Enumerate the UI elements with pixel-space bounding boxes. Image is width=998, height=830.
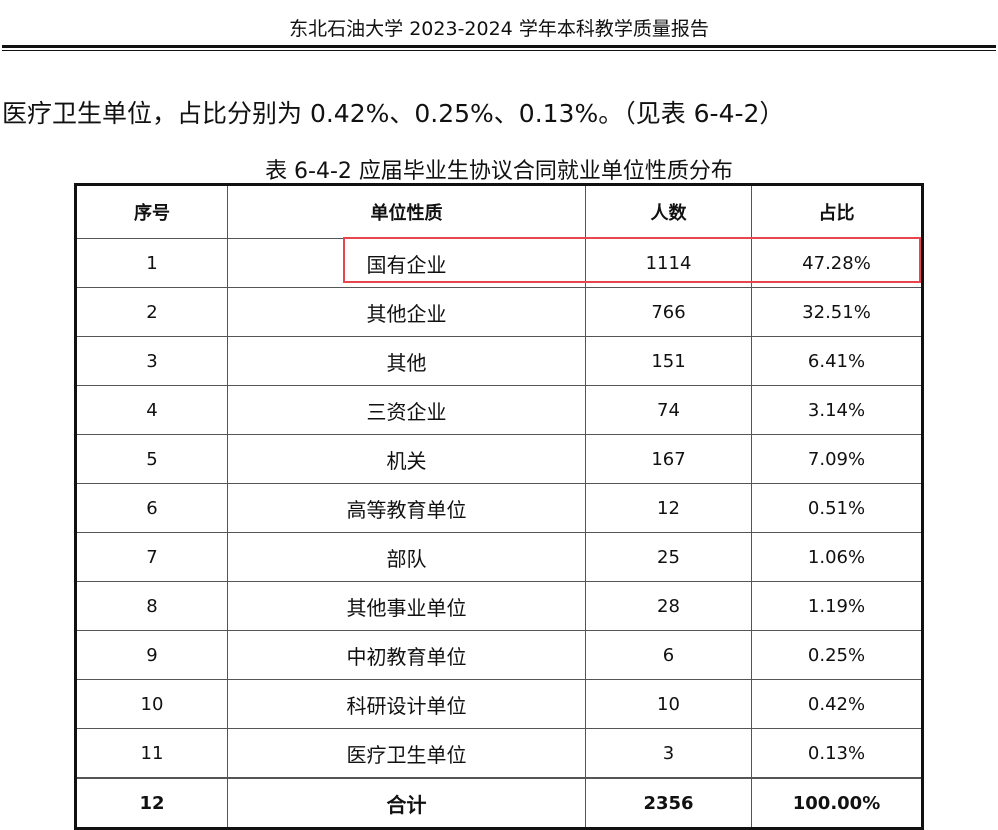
- cell-index: 3: [75, 336, 228, 386]
- cell-unit-type: 其他企业: [227, 287, 586, 337]
- cell-index: 8: [75, 581, 228, 631]
- cell-count: 1114: [585, 238, 752, 288]
- table-row: 9 中初教育单位 6 0.25%: [75, 630, 923, 680]
- table-header-row: 序号 单位性质 人数 占比: [75, 184, 923, 239]
- header-index: 序号: [75, 184, 228, 239]
- cell-unit-type: 其他: [227, 336, 586, 386]
- table-caption: 表 6-4-2 应届毕业生协议合同就业单位性质分布: [265, 159, 733, 184]
- cell-unit-type: 医疗卫生单位: [227, 728, 586, 779]
- header-count: 人数: [585, 184, 752, 239]
- cell-index: 2: [75, 287, 228, 337]
- cell-count: 3: [585, 728, 752, 779]
- cell-unit-type: 高等教育单位: [227, 483, 586, 533]
- cell-unit-type: 其他事业单位: [227, 581, 586, 631]
- cell-ratio: 0.51%: [751, 483, 923, 533]
- cell-index: 6: [75, 483, 228, 533]
- cell-index: 7: [75, 532, 228, 582]
- cell-ratio: 0.42%: [751, 679, 923, 729]
- cell-ratio: 7.09%: [751, 434, 923, 484]
- table-row: 4 三资企业 74 3.14%: [75, 385, 923, 435]
- cell-count: 28: [585, 581, 752, 631]
- cell-count: 6: [585, 630, 752, 680]
- cell-count: 167: [585, 434, 752, 484]
- employment-table: 序号 单位性质 人数 占比 1 国有企业 1114 47.28% 2 其他企业 766 32.…: [74, 183, 924, 830]
- cell-index: 11: [75, 728, 228, 779]
- table-row: 7 部队 25 1.06%: [75, 532, 923, 582]
- table-row: 5 机关 167 7.09%: [75, 434, 923, 484]
- header-ratio: 占比: [751, 184, 923, 239]
- table-row: 8 其他事业单位 28 1.19%: [75, 581, 923, 631]
- cell-unit-type: 三资企业: [227, 385, 586, 435]
- table-row: 1 国有企业 1114 47.28%: [75, 238, 923, 288]
- body-paragraph: 医疗卫生单位，占比分别为 0.42%、0.25%、0.13%。（见表 6-4-2…: [2, 99, 785, 128]
- cell-unit-type: 机关: [227, 434, 586, 484]
- cell-count: 151: [585, 336, 752, 386]
- table-total-row: 12 合计 2356 100.00%: [75, 777, 923, 829]
- cell-count: 10: [585, 679, 752, 729]
- cell-ratio: 100.00%: [751, 777, 923, 829]
- cell-index: 5: [75, 434, 228, 484]
- cell-count: 2356: [585, 777, 752, 829]
- header-unit-type: 单位性质: [227, 184, 586, 239]
- cell-ratio: 1.19%: [751, 581, 923, 631]
- cell-ratio: 6.41%: [751, 336, 923, 386]
- cell-count: 12: [585, 483, 752, 533]
- cell-index: 1: [75, 238, 228, 288]
- cell-unit-type: 合计: [227, 777, 586, 829]
- header-rule-thin: [2, 50, 996, 51]
- cell-count: 25: [585, 532, 752, 582]
- cell-unit-type: 中初教育单位: [227, 630, 586, 680]
- cell-ratio: 32.51%: [751, 287, 923, 337]
- cell-ratio: 0.25%: [751, 630, 923, 680]
- cell-index: 10: [75, 679, 228, 729]
- cell-index: 4: [75, 385, 228, 435]
- cell-count: 766: [585, 287, 752, 337]
- page-header-title: 东北石油大学 2023-2024 学年本科教学质量报告: [289, 18, 709, 40]
- table-row: 2 其他企业 766 32.51%: [75, 287, 923, 337]
- header-rule: [2, 45, 996, 48]
- table-row: 11 医疗卫生单位 3 0.13%: [75, 728, 923, 779]
- cell-ratio: 47.28%: [751, 238, 923, 288]
- cell-index: 9: [75, 630, 228, 680]
- cell-unit-type: 部队: [227, 532, 586, 582]
- table-row: 6 高等教育单位 12 0.51%: [75, 483, 923, 533]
- cell-index: 12: [75, 777, 228, 829]
- table-row: 10 科研设计单位 10 0.42%: [75, 679, 923, 729]
- cell-ratio: 3.14%: [751, 385, 923, 435]
- table-row: 3 其他 151 6.41%: [75, 336, 923, 386]
- cell-ratio: 0.13%: [751, 728, 923, 779]
- cell-unit-type: 国有企业: [227, 238, 586, 288]
- cell-unit-type: 科研设计单位: [227, 679, 586, 729]
- cell-ratio: 1.06%: [751, 532, 923, 582]
- cell-count: 74: [585, 385, 752, 435]
